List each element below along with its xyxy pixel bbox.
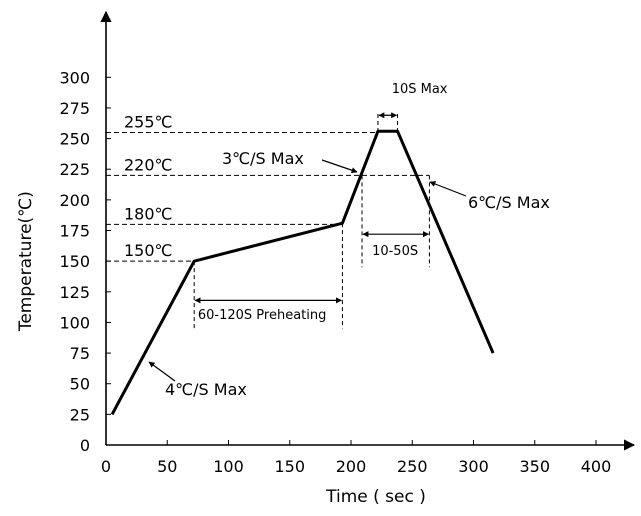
y-tick-label: 300 [59,68,90,87]
temperature-profile-line [110,129,495,416]
y-tick-label: 275 [59,99,90,118]
reference-line-label: 220℃ [124,155,173,174]
y-tick-label: 225 [59,160,90,179]
y-axis-title: Temperature(℃) [16,191,36,332]
y-tick-label: 25 [70,405,90,424]
reference-line-label: 150℃ [124,241,173,260]
peak-time-label: 10S Max [392,82,448,97]
x-tick-label: 0 [101,457,111,476]
reference-line-label: 180℃ [124,204,173,223]
y-tick-label: 0 [80,436,90,455]
preheat-label: 60-120S Preheating [198,308,327,323]
reference-line-label: 255℃ [124,112,173,131]
x-tick-label: 400 [581,457,612,476]
x-tick-label: 200 [336,457,367,476]
y-tick-label: 150 [59,252,90,271]
y-tick-label: 100 [59,313,90,332]
ramp-up-label: 4℃/S Max [165,380,247,399]
ramp-up-pointer [148,361,176,382]
y-tick-label: 250 [59,130,90,149]
x-tick-label: 250 [397,457,428,476]
x-tick-label: 50 [157,457,177,476]
y-tick-label: 175 [59,222,90,241]
ramp-down-pointer [429,181,467,197]
x-tick-label: 300 [458,457,489,476]
x-tick-label: 150 [274,457,305,476]
soak-ramp-pointer [321,159,358,174]
ramp-down-label: 6℃/S Max [468,193,550,212]
x-tick-label: 350 [519,457,550,476]
soak-ramp-label: 3℃/S Max [222,149,304,168]
y-tick-label: 75 [70,344,90,363]
y-tick-label: 200 [59,191,90,210]
above-liquidus-label: 10-50S [372,244,418,259]
y-tick-label: 50 [70,375,90,394]
x-tick-label: 100 [213,457,244,476]
y-tick-label: 125 [59,283,90,302]
x-axis-title: Time ( sec ) [325,487,426,507]
